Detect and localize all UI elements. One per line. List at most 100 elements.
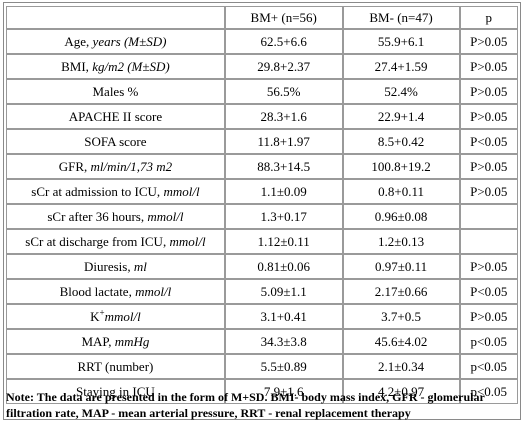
row-label: sCr after 36 hours, mmol/l: [6, 204, 225, 229]
row-unit: mmol/l: [163, 183, 200, 199]
cell-bm-minus: 55.9+6.1: [342, 29, 460, 54]
row-label: Males %: [6, 79, 225, 104]
cell-bm-minus: 27.4+1.59: [342, 54, 460, 79]
cell-bm-minus: 0.8+0.11: [342, 179, 460, 204]
row-label-text: GFR,: [58, 158, 91, 174]
cell-bm-plus: 7.9±1.6: [224, 379, 343, 404]
row-unit: kg/m2 (M±SD): [92, 58, 170, 74]
table-row: Age, years (M±SD) 62.5+6.6 55.9+6.1 P>0.05: [6, 29, 518, 54]
table-frame: [3, 2, 521, 420]
table-row: Blood lactate, mmol/l 5.09±1.1 2.17±0.66 P<…: [6, 279, 518, 304]
row-unit: years (M±SD): [92, 33, 167, 49]
row-label-text: sCr after 36 hours,: [47, 208, 148, 224]
table-row: Males % 56.5% 52.4% P>0.05: [6, 79, 518, 104]
cell-p: P>0.05: [459, 104, 518, 129]
cell-bm-minus: 0.97±0.11: [342, 254, 460, 279]
table-row: sCr at discharge from ICU, mmol/l 1.12±0.…: [6, 229, 518, 254]
row-label-text: SOFA score: [84, 133, 147, 149]
row-label-text: MAP,: [81, 333, 115, 349]
row-unit: mmHg: [114, 333, 150, 349]
row-label-text: BMI,: [61, 58, 93, 74]
cell-p: P<0.05: [459, 129, 518, 154]
cell-p: p<0.05: [459, 354, 518, 379]
table-row: MAP, mmHg 34.3±3.8 45.6±4.02 p<0.05: [6, 329, 518, 354]
header-label: [6, 6, 225, 29]
cell-bm-plus: 11.8+1.97: [224, 129, 343, 154]
cell-bm-minus: 4.2±0.97: [342, 379, 460, 404]
cell-bm-plus: 1.12±0.11: [224, 229, 343, 254]
row-unit: ml: [133, 258, 147, 274]
table-row: APACHE II score 28.3+1.6 22.9+1.4 P>0.05: [6, 104, 518, 129]
table-row: K+mmol/l 3.1+0.41 3.7+0.5 P>0.05: [6, 304, 518, 329]
table-row: sCr after 36 hours, mmol/l 1.3+0.17 0.96±0…: [6, 204, 518, 229]
header-p: p: [459, 6, 518, 29]
cell-bm-plus: 56.5%: [224, 79, 343, 104]
row-label: Age, years (M±SD): [6, 29, 225, 54]
cell-p: P>0.05: [459, 179, 518, 204]
cell-p: [459, 229, 518, 254]
cell-p: P>0.05: [459, 79, 518, 104]
cell-p: P<0.05: [459, 279, 518, 304]
row-unit: mmol/l: [135, 283, 172, 299]
cell-bm-minus: 52.4%: [342, 79, 460, 104]
row-label: MAP, mmHg: [6, 329, 225, 354]
table-row: SOFA score 11.8+1.97 8.5+0.42 P<0.05: [6, 129, 518, 154]
cell-bm-plus: 34.3±3.8: [224, 329, 343, 354]
row-label: Diuresis, ml: [6, 254, 225, 279]
row-label-text: APACHE II score: [68, 108, 163, 124]
cell-p: P>0.05: [459, 154, 518, 179]
data-table: BM+ (n=56) BM- (n=47) p Age, years (M±SD…: [6, 6, 518, 404]
cell-bm-plus: 29.8+2.37: [224, 54, 343, 79]
cell-bm-minus: 2.17±0.66: [342, 279, 460, 304]
table-body: Age, years (M±SD) 62.5+6.6 55.9+6.1 P>0.05 B…: [6, 29, 518, 404]
cell-bm-minus: 22.9+1.4: [342, 104, 460, 129]
cell-p: p<0.05: [459, 329, 518, 354]
row-label-text: K: [90, 308, 100, 324]
row-label-superscript: +: [99, 307, 105, 318]
row-label: sCr at discharge from ICU, mmol/l: [6, 229, 225, 254]
row-label: APACHE II score: [6, 104, 225, 129]
cell-p: P>0.05: [459, 54, 518, 79]
cell-bm-plus: 88.3+14.5: [224, 154, 343, 179]
table-note: Note: The data are presented in the form…: [6, 390, 485, 420]
cell-bm-plus: 28.3+1.6: [224, 104, 343, 129]
row-unit: ml/min/1,73 m2: [90, 158, 173, 174]
row-label-text: sCr at admission to ICU,: [31, 183, 164, 199]
cell-bm-minus: 0.96±0.08: [342, 204, 460, 229]
row-label: K+mmol/l: [6, 304, 225, 329]
header-bm-plus: BM+ (n=56): [224, 6, 343, 29]
row-label-text: Males %: [92, 83, 139, 99]
row-label-text: Blood lactate,: [59, 283, 136, 299]
row-label: SOFA score: [6, 129, 225, 154]
cell-bm-plus: 1.3+0.17: [224, 204, 343, 229]
cell-p: P>0.05: [459, 254, 518, 279]
header-bm-minus: BM- (n=47): [342, 6, 460, 29]
cell-bm-minus: 2.1±0.34: [342, 354, 460, 379]
table-row: sCr at admission to ICU, mmol/l 1.1±0.09 0…: [6, 179, 518, 204]
row-label-text: Age,: [64, 33, 93, 49]
cell-bm-minus: 100.8+19.2: [342, 154, 460, 179]
row-label: Staying in ICU: [6, 379, 225, 404]
row-label-text: Staying in ICU: [76, 383, 155, 399]
row-label: GFR, ml/min/1,73 m2: [6, 154, 225, 179]
row-label-text: Diuresis,: [84, 258, 134, 274]
row-label-text: sCr at discharge from ICU,: [25, 233, 170, 249]
cell-p: p<0.05: [459, 379, 518, 404]
row-label-text: RRT (number): [77, 358, 154, 374]
cell-bm-minus: 3.7+0.5: [342, 304, 460, 329]
cell-bm-minus: 45.6±4.02: [342, 329, 460, 354]
cell-bm-plus: 0.81±0.06: [224, 254, 343, 279]
table-row: RRT (number) 5.5±0.89 2.1±0.34 p<0.05: [6, 354, 518, 379]
cell-bm-plus: 62.5+6.6: [224, 29, 343, 54]
table-row: GFR, ml/min/1,73 m2 88.3+14.5 100.8+19.2 P>…: [6, 154, 518, 179]
cell-bm-plus: 3.1+0.41: [224, 304, 343, 329]
table-row: Diuresis, ml 0.81±0.06 0.97±0.11 P>0.05: [6, 254, 518, 279]
cell-bm-plus: 1.1±0.09: [224, 179, 343, 204]
row-label: RRT (number): [6, 354, 225, 379]
cell-bm-plus: 5.5±0.89: [224, 354, 343, 379]
table-header-row: BM+ (n=56) BM- (n=47) p: [6, 6, 518, 29]
cell-bm-plus: 5.09±1.1: [224, 279, 343, 304]
cell-p: P>0.05: [459, 304, 518, 329]
row-unit: mmol/l: [169, 233, 206, 249]
row-unit: mmol/l: [104, 308, 141, 324]
